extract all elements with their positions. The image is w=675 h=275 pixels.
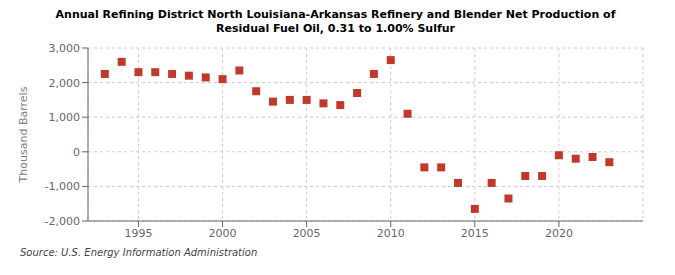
svg-text:1,000: 1,000 — [49, 111, 81, 124]
html-text:Annual Refining District North: Annual Refining District North Louisiana… — [55, 8, 616, 21]
svg-text:2000: 2000 — [209, 227, 237, 240]
svg-text:2015: 2015 — [461, 227, 489, 240]
svg-text:1995: 1995 — [124, 227, 152, 240]
svg-text:-1,000: -1,000 — [45, 180, 80, 193]
svg-text:2,000: 2,000 — [49, 77, 81, 90]
svg-text:2020: 2020 — [545, 227, 573, 240]
svg-text:2005: 2005 — [293, 227, 321, 240]
svg-text:-2,000: -2,000 — [45, 215, 80, 228]
svg-text:0: 0 — [73, 146, 80, 159]
html-text:Residual Fuel Oil, 0.31 to 1.0: Residual Fuel Oil, 0.31 to 1.00% Sulfur — [216, 22, 455, 35]
html-text:Source: U.S. Energy Informatio: Source: U.S. Energy Information Administ… — [20, 247, 258, 258]
svg-text:3,000: 3,000 — [49, 42, 81, 55]
svg-text:Thousand Barrels: Thousand Barrels — [17, 86, 30, 183]
svg-text:2010: 2010 — [377, 227, 405, 240]
